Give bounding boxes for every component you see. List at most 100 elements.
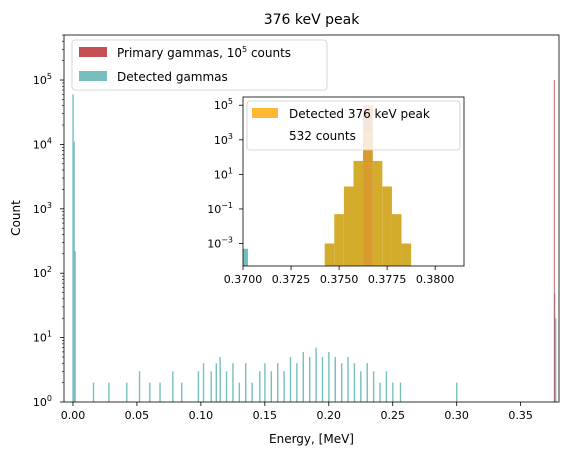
detected-gamma-bar xyxy=(315,347,317,402)
inset-y-tick-label-exponent: −3 xyxy=(221,236,233,245)
inset-y-tick-label-exponent: 3 xyxy=(228,132,233,141)
y-tick-label-base: 10 xyxy=(33,396,47,409)
detected-gamma-bar xyxy=(372,371,375,402)
inset-y-tick-label: 103 xyxy=(214,132,233,147)
y-tick-label: 100 xyxy=(33,394,52,409)
legend-entry-suffix: counts xyxy=(247,46,291,60)
x-tick-label: 0.10 xyxy=(189,409,214,422)
y-tick-label-base: 10 xyxy=(33,332,47,345)
y-tick-label: 105 xyxy=(33,72,52,87)
inset-x-tick-label: 0.3750 xyxy=(320,273,359,286)
detected-gamma-bar xyxy=(92,382,95,402)
detected-gamma-bar xyxy=(264,363,266,402)
x-tick-label: 0.00 xyxy=(61,409,86,422)
detected-gamma-bar xyxy=(296,363,298,402)
detected-gamma-bar xyxy=(215,363,218,402)
inset-peak-bar xyxy=(391,214,402,266)
detected-gamma-bar xyxy=(108,382,110,402)
inset-legend-swatch-0 xyxy=(252,108,278,118)
detected-gamma-bar xyxy=(210,371,212,402)
main-legend-box xyxy=(71,39,328,91)
inset-peak-bar xyxy=(382,186,392,266)
inset-x-tick-label: 0.3725 xyxy=(272,273,311,286)
y-tick-label-base: 10 xyxy=(33,203,47,216)
detected-gamma-bar xyxy=(73,141,75,402)
y-tick-label-exponent: 5 xyxy=(47,72,52,81)
detected-gamma-bar xyxy=(360,371,362,402)
detected-gamma-bar xyxy=(202,363,205,402)
primary-gamma-bar xyxy=(553,80,555,402)
y-tick-label: 101 xyxy=(33,330,52,345)
detected-gamma-bar xyxy=(259,371,261,402)
detected-gamma-bar xyxy=(308,356,311,402)
detected-gamma-bar xyxy=(302,351,304,402)
inset-y-tick-label-exponent: 1 xyxy=(228,166,233,175)
detected-gamma-bar xyxy=(126,382,128,402)
detected-gamma-bar xyxy=(366,363,368,402)
detected-gamma-bar xyxy=(72,94,74,402)
y-tick-label-base: 10 xyxy=(33,267,47,280)
inset-y-tick-label: 105 xyxy=(214,97,233,112)
legend-entry-sup: 5 xyxy=(242,45,247,54)
inset-legend: Detected 376 keV peak 532 counts xyxy=(246,100,461,151)
inset-y-tick-label-base: 10 xyxy=(207,203,221,216)
legend-entry-1: Detected gammas xyxy=(117,70,228,84)
x-tick-label: 0.25 xyxy=(380,409,405,422)
y-tick-label: 103 xyxy=(33,201,52,216)
inset-y-tick-label-exponent: 5 xyxy=(228,97,233,106)
inset-axes-frame xyxy=(242,96,465,267)
detected-gamma-bar xyxy=(251,382,253,402)
detected-gamma-bar xyxy=(270,371,273,402)
detected-gamma-bar xyxy=(334,356,336,402)
y-tick-label-exponent: 3 xyxy=(47,201,52,210)
legend-entry-0: Primary gammas, 105 counts xyxy=(117,45,291,60)
detected-gamma-bar xyxy=(392,382,394,402)
y-tick-label-exponent: 2 xyxy=(47,265,52,274)
x-axis-label: Energy, [MeV] xyxy=(269,432,354,446)
inset-x-tick-label: 0.3700 xyxy=(224,273,263,286)
inset-peak-bar xyxy=(334,214,344,266)
y-tick-label-exponent: 1 xyxy=(47,330,52,339)
x-tick-label: 0.20 xyxy=(317,409,342,422)
detected-gamma-bar xyxy=(225,371,228,402)
detected-gamma-bar xyxy=(197,371,200,402)
detected-gamma-bar xyxy=(149,382,151,402)
inset-peak-bar xyxy=(343,186,354,266)
inset-peak-bar xyxy=(324,243,335,266)
detected-gamma-bar xyxy=(289,356,292,402)
main-legend: Primary gammas, 105 counts Detected gamma… xyxy=(71,39,328,91)
inset-y-tick-label-base: 10 xyxy=(207,238,221,251)
inset-y-tick-label: 10−1 xyxy=(207,201,233,216)
detected-gamma-bar xyxy=(159,382,161,402)
legend-entry-text: Detected gammas xyxy=(117,70,228,84)
inset-x-tick-label: 0.3775 xyxy=(368,273,407,286)
y-tick-label-base: 10 xyxy=(33,138,47,151)
detected-gamma-bar xyxy=(283,371,285,402)
detected-gamma-bar xyxy=(328,351,330,402)
inset-y-tick-label: 101 xyxy=(214,166,233,181)
detected-gamma-bar xyxy=(399,382,402,402)
inset-x-tick-label: 0.3800 xyxy=(416,273,455,286)
detected-gamma-bar xyxy=(232,363,234,402)
inset-y-tick-label-base: 10 xyxy=(214,168,228,181)
inset-legend-entry-1: 532 counts xyxy=(289,129,356,143)
inset-legend-box xyxy=(246,100,461,151)
main-plot-area: 0.00 0.05 0.10 0.15 0.20 0.25 0.30 0.3510010110… xyxy=(33,34,560,422)
inset-y-tick-label: 10−3 xyxy=(207,236,233,251)
inset-plot-area: 0.3700 0.3725 0.3750 0.3775 0.380010−310−110… xyxy=(207,96,465,286)
detected-gamma-bar xyxy=(340,363,343,402)
y-axis-label: Count xyxy=(9,200,23,236)
y-tick-label-exponent: 4 xyxy=(47,136,52,145)
y-tick-label: 104 xyxy=(33,136,52,151)
detected-gamma-bar xyxy=(172,371,174,402)
inset-y-tick-label-exponent: −1 xyxy=(221,201,233,210)
inset-detected-edge-bar xyxy=(243,248,248,266)
inset-y-tick-label-base: 10 xyxy=(214,134,228,147)
detected-gamma-bar xyxy=(277,363,279,402)
detected-gamma-bar xyxy=(181,382,183,402)
detected-gamma-bar xyxy=(238,382,241,402)
y-tick-label-exponent: 0 xyxy=(47,394,52,403)
detected-gamma-bar xyxy=(138,371,141,402)
detected-gamma-bar xyxy=(245,363,247,402)
